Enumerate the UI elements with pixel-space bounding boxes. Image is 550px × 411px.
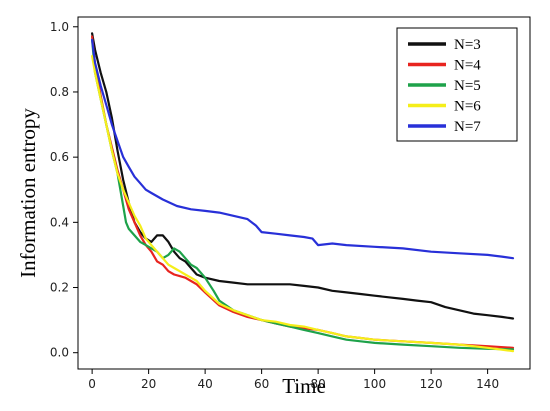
y-tick-label: 0.2: [50, 281, 69, 295]
y-axis-title: Information entropy: [16, 108, 40, 278]
x-axis-ticks: 0 20 40 60 80 100 120 140: [88, 369, 499, 391]
x-tick-label: 0: [88, 377, 96, 391]
x-tick-label: 60: [254, 377, 269, 391]
x-tick-label: 100: [363, 377, 386, 391]
series-line-n-6: [90, 54, 515, 353]
y-tick-label: 0.0: [50, 346, 69, 360]
legend: N=3 N=4 N=5 N=6 N=7: [396, 27, 518, 142]
x-tick-label: 140: [476, 377, 499, 391]
y-tick-label: 0.4: [50, 215, 69, 229]
x-tick-label: 120: [420, 377, 443, 391]
y-tick-label: 0.6: [50, 150, 69, 164]
series-line-n-7: [90, 38, 515, 260]
x-tick-label: 40: [197, 377, 212, 391]
x-axis-title: Time: [282, 374, 326, 398]
legend-label: N=6: [454, 99, 481, 115]
legend-label: N=5: [454, 78, 481, 94]
series-line-n-5: [90, 38, 515, 351]
plot-frame: [77, 16, 531, 370]
legend-label: N=3: [454, 37, 481, 53]
y-tick-label: 0.8: [50, 85, 69, 99]
legend-label: N=7: [454, 119, 481, 135]
x-tick-label: 80: [310, 377, 325, 391]
legend-label: N=4: [454, 58, 481, 74]
x-tick-label: 20: [141, 377, 156, 391]
y-axis-ticks: 0.0 0.2 0.4 0.6 0.8 1.0: [50, 20, 78, 360]
y-tick-label: 1.0: [50, 20, 69, 34]
legend-items: N=3 N=4 N=5 N=6 N=7: [408, 37, 481, 135]
series-lines: [90, 32, 515, 353]
